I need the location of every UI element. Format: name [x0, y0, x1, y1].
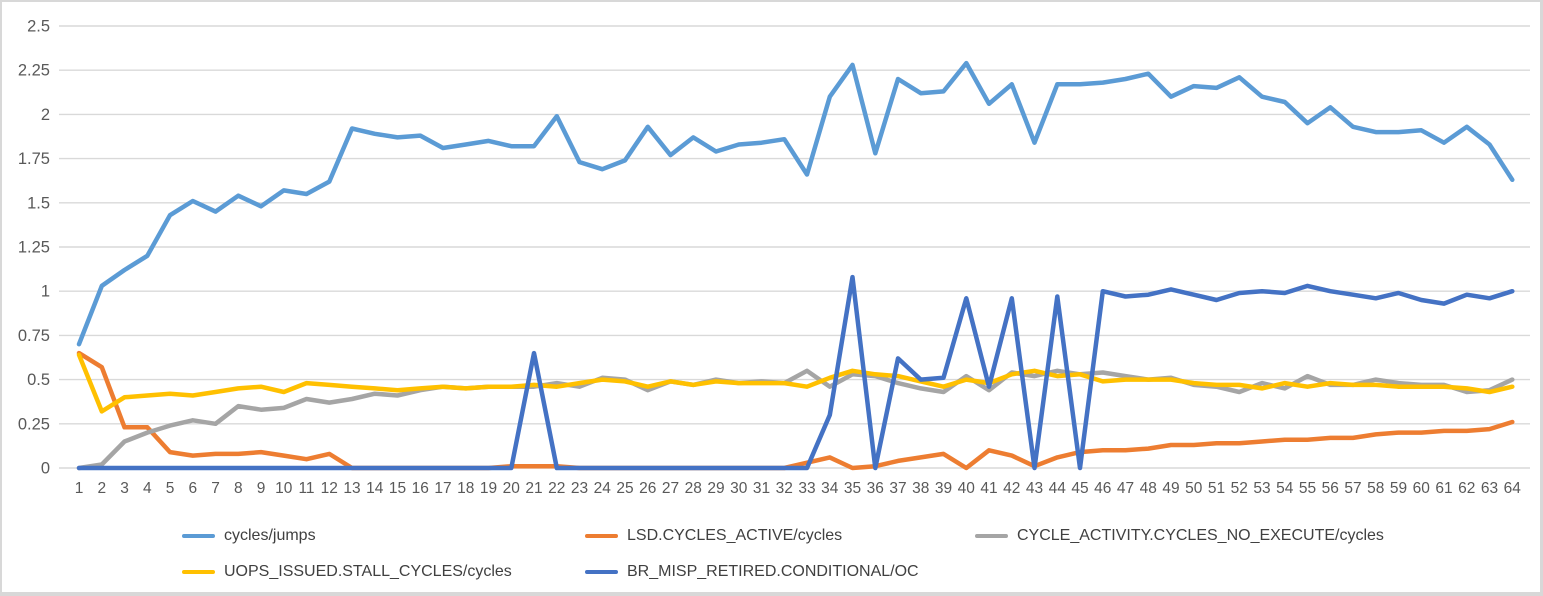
x-axis-tick-label: 51	[1208, 480, 1225, 497]
x-axis-tick-label: 34	[821, 480, 839, 497]
x-axis-tick-label: 46	[1094, 480, 1111, 497]
x-axis-tick-label: 55	[1299, 480, 1316, 497]
x-axis-tick-label: 35	[844, 480, 861, 497]
x-axis-tick-label: 16	[412, 480, 429, 497]
series-line-lsd-cycles-active-cycles[interactable]	[76, 350, 1515, 471]
x-axis-tick-label: 3	[120, 480, 129, 497]
x-axis-tick-label: 11	[298, 480, 314, 497]
x-axis-tick-label: 7	[211, 480, 220, 497]
x-axis-tick-label: 39	[935, 480, 952, 497]
x-axis-tick-label: 58	[1367, 480, 1384, 497]
x-axis-tick-label: 33	[798, 480, 815, 497]
legend-marker-icon	[585, 534, 618, 538]
y-axis-tick-label: 1.25	[18, 239, 50, 257]
x-axis-tick-label: 56	[1322, 480, 1339, 497]
x-axis-tick-label: 41	[980, 480, 997, 497]
y-axis-tick-label: 0	[41, 460, 50, 478]
legend-item-cycles-jumps[interactable]: cycles/jumps	[182, 526, 316, 546]
x-axis-tick-label: 8	[234, 480, 243, 497]
legend-item-lsd-cycles-active-cycles[interactable]: LSD.CYCLES_ACTIVE/cycles	[585, 526, 842, 546]
x-axis-tick-label: 47	[1117, 480, 1134, 497]
x-axis-tick-label: 23	[571, 480, 588, 497]
y-axis-tick-label: 1	[41, 283, 50, 301]
x-axis-tick-label: 49	[1162, 480, 1179, 497]
x-axis-tick-label: 15	[389, 480, 406, 497]
x-axis-tick-label: 36	[867, 480, 884, 497]
x-axis-tick-label: 59	[1390, 480, 1407, 497]
x-axis-tick-label: 12	[321, 480, 338, 497]
x-axis-tick-label: 29	[707, 480, 724, 497]
y-axis-tick-label: 2.5	[27, 18, 50, 36]
x-axis-tick-label: 45	[1071, 480, 1088, 497]
y-axis-tick-label: 2	[41, 106, 50, 124]
legend-label: LSD.CYCLES_ACTIVE/cycles	[627, 527, 843, 544]
x-axis-tick-label: 31	[753, 480, 770, 497]
x-axis-tick-label: 57	[1344, 480, 1361, 497]
x-axis-tick-label: 4	[143, 480, 152, 497]
x-axis-tick-label: 32	[776, 480, 793, 497]
y-axis-tick-label: 0.25	[18, 415, 50, 433]
x-axis-tick-label: 37	[889, 480, 906, 497]
legend-marker-icon	[975, 534, 1008, 538]
x-axis-tick-label: 27	[662, 480, 679, 497]
x-axis-tick-label: 64	[1504, 480, 1522, 497]
legend-marker-icon	[585, 570, 618, 574]
x-axis-tick-label: 9	[257, 480, 266, 497]
legend-label: CYCLE_ACTIVITY.CYCLES_NO_EXECUTE/cycles	[1017, 527, 1384, 544]
x-axis-tick-label: 40	[958, 480, 976, 497]
x-axis-tick-label: 62	[1458, 480, 1475, 497]
y-axis-tick-label: 1.5	[27, 194, 50, 212]
x-axis-tick-label: 14	[366, 480, 384, 497]
x-axis-tick-label: 25	[616, 480, 633, 497]
x-axis-tick-label: 2	[97, 480, 106, 497]
legend-item-uops-issued-stall-cycles-cycles[interactable]: UOPS_ISSUED.STALL_CYCLES/cycles	[182, 562, 512, 582]
series-line-cycles-jumps[interactable]	[76, 60, 1515, 347]
x-axis-tick-label: 13	[343, 480, 360, 497]
x-axis-tick-label: 50	[1185, 480, 1203, 497]
x-axis-tick-label: 17	[434, 480, 451, 497]
y-axis-tick-label: 0.5	[27, 371, 50, 389]
x-axis-tick-label: 20	[503, 480, 521, 497]
x-axis-tick-label: 38	[912, 480, 929, 497]
x-axis-tick-label: 5	[166, 480, 175, 497]
legend-label: UOPS_ISSUED.STALL_CYCLES/cycles	[224, 563, 512, 580]
x-axis-tick-label: 6	[188, 480, 197, 497]
x-axis-tick-label: 30	[730, 480, 748, 497]
x-axis-tick-label: 60	[1413, 480, 1431, 497]
y-axis-tick-label: 0.75	[18, 327, 50, 345]
y-axis-tick-label: 2.25	[18, 62, 50, 80]
x-axis-tick-label: 44	[1049, 480, 1067, 497]
x-axis-tick-label: 19	[480, 480, 497, 497]
x-axis-tick-label: 63	[1481, 480, 1498, 497]
x-axis-tick-label: 10	[275, 480, 293, 497]
legend-label: cycles/jumps	[224, 527, 316, 544]
x-axis-tick-label: 26	[639, 480, 656, 497]
x-axis-tick-label: 42	[1003, 480, 1020, 497]
legend-label: BR_MISP_RETIRED.CONDITIONAL/OC	[627, 563, 919, 580]
x-axis-tick-label: 24	[594, 480, 612, 497]
x-axis-tick-label: 1	[75, 480, 84, 497]
legend-item-cycle-activity-cycles-no-execute-cycles[interactable]: CYCLE_ACTIVITY.CYCLES_NO_EXECUTE/cycles	[975, 526, 1384, 546]
legend-marker-icon	[182, 534, 215, 538]
x-axis-tick-label: 21	[525, 480, 542, 497]
y-axis-tick-label: 1.75	[18, 150, 50, 168]
x-axis-tick-label: 53	[1253, 480, 1270, 497]
series-line-br-misp-retired-conditional-oc[interactable]	[76, 274, 1515, 471]
x-axis-tick-label: 48	[1140, 480, 1157, 497]
legend-marker-icon	[182, 570, 215, 574]
x-axis-tick-label: 43	[1026, 480, 1043, 497]
x-axis-tick-label: 22	[548, 480, 565, 497]
x-axis-tick-label: 54	[1276, 480, 1294, 497]
x-axis-tick-label: 52	[1231, 480, 1248, 497]
x-axis-tick-label: 61	[1435, 480, 1452, 497]
x-axis-tick-label: 18	[457, 480, 474, 497]
series-line-uops-issued-stall-cycles-cycles[interactable]	[76, 352, 1515, 414]
legend-item-br-misp-retired-conditional-oc[interactable]: BR_MISP_RETIRED.CONDITIONAL/OC	[585, 562, 919, 582]
x-axis-tick-label: 28	[685, 480, 702, 497]
